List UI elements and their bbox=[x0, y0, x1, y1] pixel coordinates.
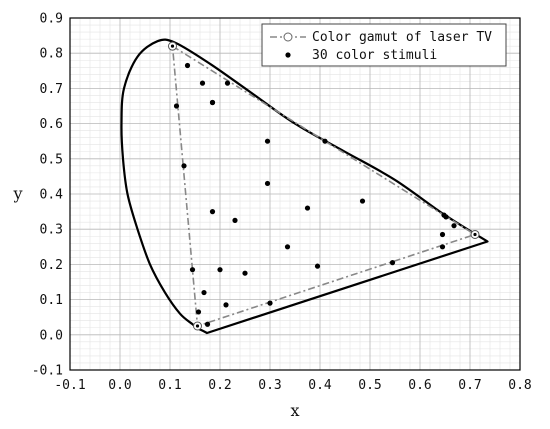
x-tick-label: 0.4 bbox=[308, 378, 332, 393]
plot-frame bbox=[69, 17, 521, 371]
x-axis-label: x bbox=[290, 401, 299, 420]
stimulus-point bbox=[173, 103, 180, 109]
y-tick-label: 0.7 bbox=[40, 82, 63, 97]
stimulus-point bbox=[242, 270, 248, 276]
stimulus-point bbox=[189, 267, 196, 273]
x-tick-label: 0.2 bbox=[208, 378, 231, 393]
y-tick-label: 0.0 bbox=[40, 328, 63, 343]
gamut-vertex-center bbox=[473, 232, 477, 237]
stimulus-point bbox=[284, 244, 291, 250]
x-tick-label: 0.1 bbox=[158, 378, 181, 393]
stimulus-point bbox=[232, 217, 238, 223]
stimulus-point bbox=[209, 209, 216, 215]
stimulus-point bbox=[359, 198, 366, 204]
gamut-vertex-center bbox=[170, 44, 175, 48]
x-tick-label: 0.3 bbox=[258, 378, 281, 393]
y-tick-label: 0.6 bbox=[40, 117, 63, 132]
y-tick-label: 0.9 bbox=[40, 12, 63, 27]
legend-gamut-label: Color gamut of laser TV bbox=[312, 30, 492, 45]
stimulus-point bbox=[204, 321, 211, 327]
legend-stimuli-label: 30 color stimuli bbox=[312, 48, 437, 63]
legend-gamut-marker bbox=[283, 32, 293, 42]
stimulus-point bbox=[224, 80, 231, 86]
x-tick-label: 0.8 bbox=[508, 378, 531, 393]
y-tick-label: 0.5 bbox=[40, 152, 63, 167]
stimulus-point bbox=[181, 163, 187, 169]
stimulus-point bbox=[443, 214, 449, 220]
stimuli-points bbox=[173, 62, 457, 327]
stimulus-point bbox=[201, 289, 207, 296]
x-tick-label: 0.5 bbox=[358, 378, 381, 393]
y-tick-label: -0.1 bbox=[32, 364, 63, 379]
stimulus-point bbox=[209, 99, 216, 106]
y-tick-label: 0.4 bbox=[40, 188, 64, 203]
y-tick-label: 0.1 bbox=[40, 293, 63, 308]
x-tick-label: 0.0 bbox=[108, 378, 131, 393]
x-tick-label: 0.7 bbox=[458, 378, 481, 393]
y-tick-label: 0.3 bbox=[40, 223, 63, 238]
gamut-triangle bbox=[168, 41, 480, 331]
y-tick-label: 0.8 bbox=[40, 47, 63, 62]
grid-major bbox=[69, 17, 521, 371]
y-tick-label: 0.2 bbox=[40, 258, 63, 273]
legend: Color gamut of laser TV 30 color stimuli bbox=[261, 23, 507, 67]
stimulus-point bbox=[304, 205, 311, 211]
stimulus-point bbox=[264, 138, 271, 144]
stimulus-point bbox=[439, 231, 446, 238]
stimulus-point bbox=[195, 309, 202, 315]
x-tick-label: 0.6 bbox=[408, 378, 431, 393]
legend-box bbox=[261, 23, 507, 67]
stimulus-point bbox=[223, 302, 229, 308]
stimulus-point bbox=[389, 260, 396, 266]
stimulus-point bbox=[184, 62, 191, 69]
gamut-vertex-center bbox=[195, 324, 200, 328]
legend-stimuli-marker bbox=[285, 52, 291, 58]
x-tick-label: -0.1 bbox=[54, 378, 85, 393]
stimulus-point bbox=[322, 138, 328, 144]
stimulus-point bbox=[314, 263, 321, 269]
stimulus-point bbox=[267, 300, 273, 306]
y-axis-label: y bbox=[12, 184, 22, 203]
stimulus-point bbox=[264, 180, 271, 187]
y-tick-labels: -0.1 0.0 0.1 0.2 0.3 0.4 0.5 0.6 0.7 0.8 0.9 bbox=[32, 12, 63, 379]
x-tick-labels: -0.1 0.0 0.1 0.2 0.3 0.4 0.5 0.6 0.7 0.8 bbox=[54, 378, 531, 393]
stimulus-point bbox=[217, 267, 223, 273]
stimulus-point bbox=[199, 80, 206, 86]
stimulus-point bbox=[451, 223, 457, 229]
stimulus-point bbox=[439, 244, 446, 250]
